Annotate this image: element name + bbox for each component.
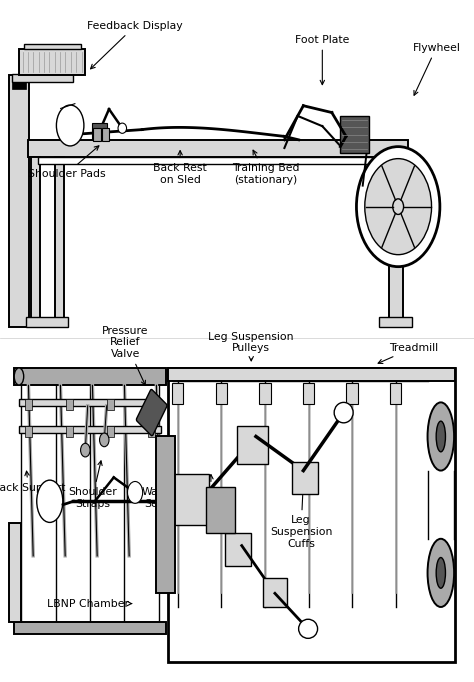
Bar: [206, 487, 235, 533]
Ellipse shape: [36, 480, 63, 522]
Ellipse shape: [334, 402, 353, 423]
Bar: [102, 128, 109, 141]
Text: Waist
Seal: Waist Seal: [142, 458, 171, 509]
Bar: [25, 426, 32, 437]
Bar: [303, 383, 314, 404]
Ellipse shape: [299, 619, 318, 638]
Bar: [225, 533, 251, 566]
Bar: [107, 399, 114, 410]
Circle shape: [365, 159, 431, 254]
Bar: [389, 157, 403, 327]
Text: Leg
Suspension
Cuffs: Leg Suspension Cuffs: [270, 485, 332, 548]
Bar: [237, 426, 268, 464]
Text: Feedback Display: Feedback Display: [87, 21, 183, 69]
Bar: [148, 399, 155, 410]
Bar: [31, 157, 40, 327]
Bar: [14, 368, 166, 385]
Bar: [19, 399, 161, 406]
Ellipse shape: [436, 421, 446, 452]
Bar: [19, 49, 85, 75]
Ellipse shape: [118, 123, 127, 134]
Bar: [24, 44, 81, 49]
Text: Flywheel: Flywheel: [412, 43, 460, 95]
Bar: [340, 116, 369, 153]
Text: Back Support: Back Support: [0, 471, 65, 492]
Circle shape: [128, 481, 143, 503]
Text: Back Rest
on Sled: Back Rest on Sled: [153, 151, 207, 185]
Bar: [66, 426, 73, 437]
Text: Shoulder
Straps: Shoulder Straps: [68, 461, 117, 509]
Bar: [25, 399, 32, 410]
Bar: [55, 157, 64, 327]
Bar: [379, 317, 412, 327]
Bar: [9, 75, 29, 327]
Text: Hip
Sling: Hip Sling: [198, 475, 224, 509]
Text: Foot Plate: Foot Plate: [295, 35, 349, 85]
Bar: [107, 426, 114, 437]
Text: Pressure
Relief
Valve: Pressure Relief Valve: [102, 326, 149, 385]
Ellipse shape: [14, 368, 24, 385]
Bar: [14, 622, 166, 634]
Bar: [148, 426, 155, 437]
Ellipse shape: [436, 558, 446, 588]
Bar: [216, 383, 227, 404]
Bar: [12, 78, 26, 89]
Text: LBNP Chamber: LBNP Chamber: [47, 599, 132, 608]
Bar: [390, 383, 401, 404]
Ellipse shape: [56, 105, 84, 146]
Bar: [292, 462, 318, 494]
Bar: [168, 368, 455, 662]
Bar: [263, 578, 287, 607]
Text: Training Bed
(stationary): Training Bed (stationary): [232, 150, 299, 185]
Bar: [19, 426, 161, 433]
Bar: [161, 474, 209, 525]
Ellipse shape: [428, 402, 454, 471]
Text: Shoulder Pads: Shoulder Pads: [27, 146, 105, 179]
Bar: [92, 123, 107, 140]
FancyBboxPatch shape: [137, 389, 167, 436]
Text: Treadmill: Treadmill: [378, 343, 438, 364]
Ellipse shape: [428, 539, 454, 607]
Circle shape: [100, 433, 109, 447]
Text: Leg Suspension
Pulleys: Leg Suspension Pulleys: [209, 331, 294, 361]
Bar: [9, 523, 21, 622]
Bar: [66, 399, 73, 410]
Bar: [259, 383, 271, 404]
Circle shape: [393, 199, 403, 214]
Bar: [28, 140, 408, 157]
Bar: [172, 383, 183, 404]
Circle shape: [356, 147, 440, 267]
Bar: [168, 368, 455, 381]
Bar: [346, 383, 358, 404]
Circle shape: [81, 443, 90, 457]
Bar: [38, 157, 398, 164]
Bar: [12, 74, 73, 82]
Bar: [156, 436, 175, 593]
Bar: [93, 128, 101, 141]
Bar: [26, 317, 68, 327]
